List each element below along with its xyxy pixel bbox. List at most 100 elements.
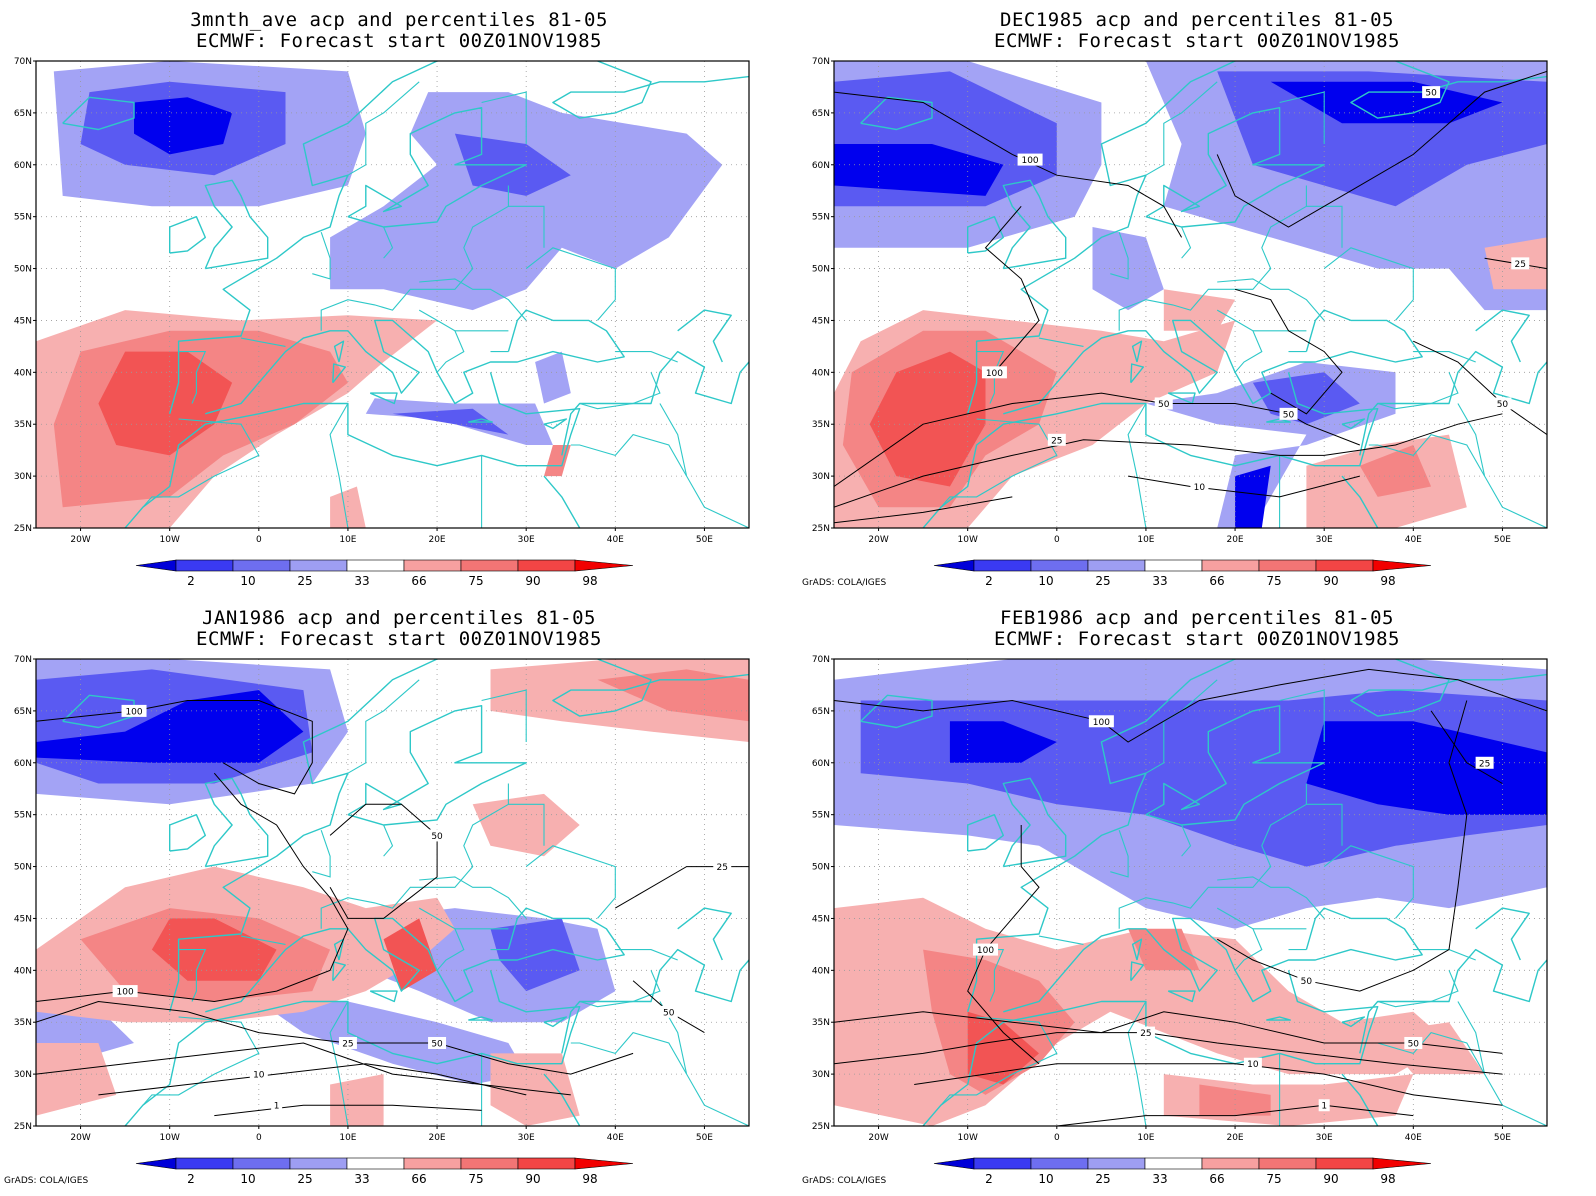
lon-tick-label: 40E: [1405, 535, 1422, 545]
lon-tick-label: 10W: [958, 1133, 978, 1143]
colorbar-label: 90: [525, 574, 540, 588]
map-plot: 100100505025101255070N65N60N55N50N45N40N…: [14, 655, 750, 1186]
map-frame: [35, 658, 750, 1127]
country-border: [1457, 403, 1547, 528]
lat-tick-label: 25N: [812, 524, 830, 534]
country-border: [419, 278, 527, 321]
colorbar-segment: [1315, 559, 1374, 572]
contour-line: [1216, 700, 1468, 992]
panel-feb1986: FEB1986 acp and percentiles 81-05 ECMWF:…: [798, 598, 1596, 1196]
lon-tick-label: 20E: [428, 535, 445, 545]
lat-tick-label: 40N: [812, 368, 830, 378]
colorbar-label: 90: [1323, 1172, 1338, 1186]
country-border: [1118, 185, 1307, 331]
colorbar-segment: [1087, 559, 1146, 572]
contour-label-bg: [1017, 153, 1043, 166]
percentile-shade-90: [967, 1011, 1039, 1085]
contour-line: [984, 205, 1040, 373]
contour-label: 25: [1051, 436, 1062, 446]
country-border: [329, 403, 349, 528]
coastline: [168, 215, 207, 254]
colorbar-segment: [1258, 1157, 1317, 1170]
country-border: [579, 970, 661, 1008]
map-layer: 50 25 10 100 100 50 50 25 50: [834, 61, 1547, 528]
country-border: [525, 247, 616, 321]
coastline: [1167, 392, 1196, 405]
contour-line: [36, 772, 349, 1003]
colorbar-label: 25: [297, 1172, 312, 1186]
coastline: [543, 475, 581, 528]
colorbar-arrow-high: [1372, 559, 1432, 572]
contour-label-bg: [1318, 1099, 1330, 1112]
contour-label: 25: [1140, 1029, 1151, 1039]
colorbar-segment: [1258, 559, 1317, 572]
coastline: [561, 350, 749, 456]
coastline: [205, 309, 625, 415]
colorbar-segment: [1030, 559, 1089, 572]
lat-tick-label: 35N: [14, 420, 32, 430]
contour-label: 25: [1515, 260, 1526, 270]
lon-tick-label: 0: [1054, 535, 1060, 545]
colorbar-segment: [973, 559, 1032, 572]
contour-label-bg: [1404, 1036, 1423, 1049]
percentile-shade-10: [1235, 465, 1271, 528]
country-border: [1306, 205, 1343, 248]
contour-label: 100: [125, 707, 142, 717]
contour-label: 100: [1093, 718, 1110, 728]
colorbar-segment: [460, 1157, 519, 1170]
country-border: [1377, 970, 1459, 1008]
percentile-shade-66: [1377, 1022, 1485, 1075]
percentile-shade-75: [597, 669, 749, 722]
contour-label: 10: [253, 1071, 265, 1081]
contour-label: 50: [431, 832, 443, 842]
lon-tick-label: 30E: [1316, 1133, 1333, 1143]
coastline: [333, 938, 345, 961]
coastline: [1002, 179, 1067, 270]
country-border: [570, 1031, 688, 1075]
coastline: [62, 96, 135, 131]
coastline: [543, 418, 567, 430]
coastline: [1145, 704, 1325, 826]
percentile-shade-10: [1306, 721, 1547, 815]
colorbar-label: 66: [1209, 574, 1224, 588]
colorbar-segment: [1144, 559, 1203, 572]
colorbar-label: 10: [240, 1172, 255, 1186]
colorbar-segment: [1201, 1157, 1260, 1170]
lon-tick-label: 20E: [1226, 535, 1243, 545]
country-border: [1145, 81, 1218, 176]
contour-label-bg: [1047, 433, 1066, 446]
coastline: [1359, 948, 1547, 1054]
lon-tick-label: 10E: [1137, 1133, 1154, 1143]
contour-line: [967, 825, 1040, 1065]
contour-line: [1128, 475, 1360, 498]
coastline: [168, 813, 207, 852]
lat-tick-label: 25N: [812, 1122, 830, 1132]
country-border: [419, 876, 527, 919]
contour-line: [834, 413, 1503, 508]
colorbar-label: 2: [187, 1172, 195, 1186]
lon-tick-label: 0: [256, 1133, 262, 1143]
map-frame: [833, 658, 1548, 1127]
contour-label: 50: [663, 1008, 675, 1018]
lat-tick-label: 40N: [14, 966, 32, 976]
coastline: [1130, 961, 1144, 982]
lat-tick-label: 30N: [14, 472, 32, 482]
panel-title-line1: FEB1986 acp and percentiles 81-05: [1000, 607, 1394, 629]
colorbar-segment: [346, 1157, 405, 1170]
grads-credit: GrADS: COLA/IGES: [802, 578, 887, 588]
contour-line: [1430, 710, 1503, 784]
contour-label-bg: [1493, 397, 1512, 410]
contour-label: 100: [1021, 156, 1038, 166]
contour-line: [36, 700, 313, 795]
contour-label-bg: [121, 704, 147, 717]
colorbar-segment: [403, 1157, 462, 1170]
coastline: [1350, 659, 1547, 717]
colorbar-label: 98: [582, 574, 597, 588]
coastline: [1341, 418, 1365, 430]
lon-tick-label: 20W: [70, 535, 90, 545]
contour-line: [834, 496, 1013, 524]
country-border: [1217, 278, 1325, 321]
lat-tick-label: 35N: [812, 420, 830, 430]
coastline: [204, 179, 269, 270]
coastline: [1131, 340, 1143, 363]
